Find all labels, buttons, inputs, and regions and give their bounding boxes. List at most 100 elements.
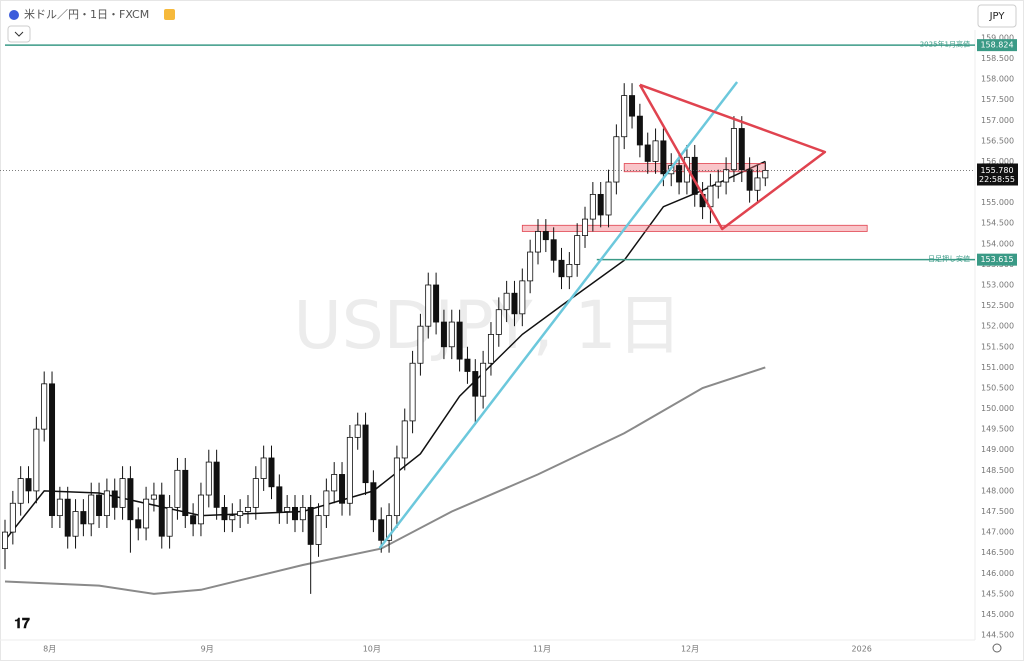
candle-body: [323, 490, 330, 517]
y-tick-label: 150.000: [981, 404, 1014, 413]
candle-body: [401, 420, 408, 459]
candle-body: [519, 280, 526, 315]
candle-body: [339, 474, 346, 504]
collapse-button[interactable]: [7, 25, 31, 43]
candle-body: [511, 292, 518, 315]
candle-body: [182, 469, 189, 517]
candle-body: [589, 193, 596, 220]
y-tick-label: 157.500: [981, 95, 1014, 104]
candle-body: [574, 235, 581, 265]
y-tick-label: 159.000: [981, 33, 1014, 42]
y-tick-label: 154.500: [981, 219, 1014, 228]
candle-body: [307, 506, 314, 545]
candle-body: [464, 358, 471, 372]
candle-body: [472, 371, 479, 397]
candle-body: [440, 321, 447, 348]
candle-body: [158, 494, 165, 537]
candle-body: [629, 95, 636, 117]
candle-body: [738, 128, 745, 171]
candle-body: [425, 284, 432, 327]
candle-body: [393, 457, 400, 517]
candle-body: [331, 474, 338, 492]
y-tick-label: 152.500: [981, 301, 1014, 310]
y-tick-label: 147.000: [981, 528, 1014, 537]
candle-body: [448, 321, 455, 348]
candle-body: [715, 181, 722, 187]
candle-body: [754, 177, 761, 191]
candle-body: [49, 383, 56, 517]
y-tick-label: 151.000: [981, 363, 1014, 372]
candle-body: [197, 494, 204, 525]
zone: [521, 224, 868, 232]
candle-body: [534, 231, 541, 253]
y-tick-label: 145.500: [981, 589, 1014, 598]
candle-body: [723, 169, 730, 183]
candle-body: [292, 506, 299, 521]
x-tick-label: 12月: [681, 645, 699, 654]
currency: JPY: [989, 11, 1006, 22]
candle-body: [550, 239, 557, 261]
x-tick-label: 11月: [533, 645, 551, 654]
candle-body: [96, 494, 103, 517]
level-label: 日足押し安値: [928, 254, 970, 263]
y-tick-label: 157.000: [981, 116, 1014, 125]
y-tick-label: 149.000: [981, 445, 1014, 454]
candle-body: [597, 193, 604, 216]
currency-button[interactable]: [977, 4, 1017, 28]
y-tick-label: 153.000: [981, 280, 1014, 289]
y-tick-label: 150.500: [981, 383, 1014, 392]
y-tick-label: 155.000: [981, 198, 1014, 207]
y-tick-label: 156.000: [981, 157, 1014, 166]
candle-body: [88, 494, 95, 525]
y-tick-label: 148.500: [981, 466, 1014, 475]
candle-body: [2, 531, 8, 549]
level-label: 2025年1月高値: [920, 40, 970, 49]
level-price: 153.615: [980, 255, 1013, 264]
candle-body: [41, 383, 48, 430]
candle-body: [417, 325, 424, 364]
candle-body: [730, 128, 737, 171]
candle-body: [613, 136, 620, 183]
candle-body: [409, 362, 416, 422]
candle-body: [495, 309, 502, 335]
y-tick-label: 151.500: [981, 342, 1014, 351]
y-tick-label: 158.000: [981, 75, 1014, 84]
candle-body: [190, 515, 197, 525]
candle-body: [456, 321, 463, 360]
candle-body: [174, 469, 181, 508]
candle-body: [566, 264, 573, 278]
y-tick-label: 145.000: [981, 610, 1014, 619]
candle-body: [244, 506, 251, 512]
candle-body: [17, 478, 24, 504]
candle-body: [370, 482, 377, 521]
settings-icon[interactable]: [992, 643, 1002, 653]
x-tick-label: 8月: [43, 645, 56, 654]
candle-body: [166, 506, 173, 537]
y-tick-label: 152.000: [981, 322, 1014, 331]
level-price: 158.824: [980, 41, 1013, 50]
candle-body: [284, 506, 291, 512]
candle-body: [527, 251, 534, 282]
candle-body: [229, 515, 236, 521]
countdown: 22:58:55: [979, 175, 1015, 184]
x-tick-label: 10月: [363, 645, 381, 654]
candle-body: [205, 461, 212, 496]
alert-icon: [164, 9, 175, 20]
candle-body: [558, 259, 565, 278]
y-tick-label: 154.000: [981, 239, 1014, 248]
y-tick-label: 146.500: [981, 548, 1014, 557]
candle-body: [621, 95, 628, 138]
candle-body: [487, 334, 494, 364]
y-tick-label: 144.500: [981, 631, 1014, 640]
y-tick-label: 146.000: [981, 569, 1014, 578]
candle-body: [237, 511, 244, 517]
candle-body: [119, 478, 126, 508]
candle-body: [315, 515, 322, 545]
last-price-tag: [977, 163, 1018, 186]
candle-body: [652, 140, 659, 162]
flag-icon: [9, 10, 19, 20]
candle-body: [346, 436, 353, 504]
trend-line: [378, 81, 739, 549]
